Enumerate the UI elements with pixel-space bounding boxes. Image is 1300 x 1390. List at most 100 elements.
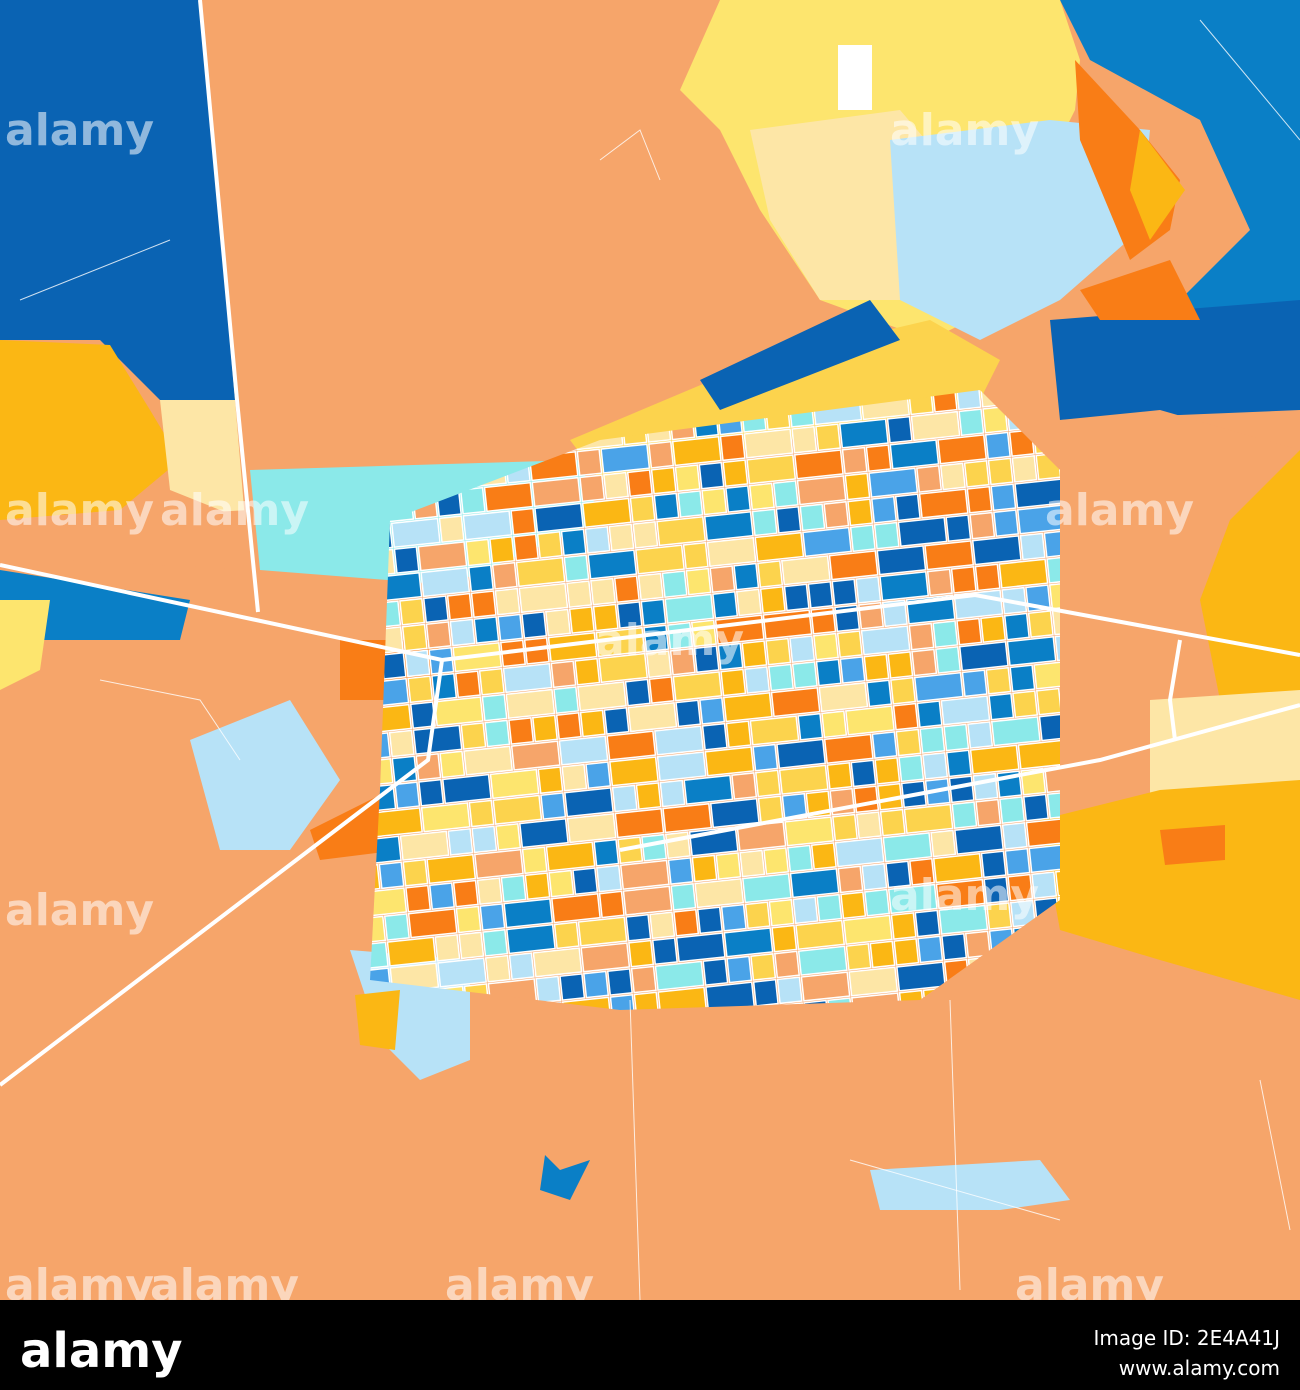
block: [566, 580, 593, 609]
block: [744, 901, 771, 930]
block: [722, 459, 749, 488]
block: [399, 830, 450, 861]
block: [910, 410, 961, 442]
block: [789, 635, 816, 664]
block: [706, 536, 757, 568]
block: [674, 464, 701, 493]
minor-road: [1199, 19, 1300, 141]
block: [585, 761, 612, 790]
minor-road: [599, 129, 661, 181]
area: [190, 700, 340, 850]
block: [401, 623, 428, 652]
watermark: alamy: [5, 1260, 154, 1300]
block: [1031, 871, 1058, 900]
block: [380, 652, 407, 680]
block: [698, 461, 725, 490]
block: [675, 699, 702, 728]
block: [664, 593, 715, 624]
block: [497, 613, 524, 642]
block: [600, 443, 651, 474]
block: [741, 872, 792, 904]
block: [696, 906, 723, 935]
block: [1033, 659, 1060, 690]
minor-road: [99, 679, 241, 761]
block: [540, 792, 567, 820]
block: [407, 675, 434, 704]
block: [939, 462, 966, 491]
block: [967, 721, 994, 749]
block: [943, 723, 970, 752]
block: [982, 405, 1009, 434]
block: [860, 625, 911, 656]
block: [831, 578, 858, 607]
block: [592, 603, 619, 632]
block: [975, 798, 1002, 827]
watermark: alamy: [890, 105, 1039, 156]
block: [627, 701, 678, 733]
block: [770, 686, 821, 718]
block: [394, 781, 421, 810]
block: [778, 764, 829, 795]
block: [405, 884, 432, 913]
block: [476, 877, 503, 906]
block: [709, 565, 736, 593]
block: [536, 531, 563, 559]
block: [468, 799, 495, 828]
block: [863, 653, 890, 682]
road: [619, 703, 1300, 852]
block: [531, 476, 582, 508]
block: [1007, 873, 1034, 902]
block: [479, 903, 506, 931]
block: [776, 976, 803, 1005]
block: [935, 878, 986, 910]
block: [963, 460, 990, 488]
block: [428, 882, 455, 911]
area: [160, 400, 245, 520]
road: [198, 0, 260, 613]
block: [911, 648, 938, 677]
block: [775, 505, 802, 534]
block: [667, 857, 694, 885]
block: [1038, 713, 1060, 742]
block: [720, 668, 747, 697]
block: [789, 867, 840, 899]
block: [483, 481, 534, 513]
block: [566, 812, 617, 844]
block: [1022, 793, 1049, 822]
block: [467, 564, 494, 593]
block: [637, 572, 664, 601]
block: [518, 817, 569, 849]
block: [797, 945, 848, 976]
watermark: alamy: [150, 1260, 299, 1300]
block: [373, 807, 423, 838]
block: [869, 940, 896, 969]
minor-road: [1259, 1079, 1291, 1231]
block: [1054, 633, 1060, 662]
block: [795, 919, 846, 950]
block: [791, 661, 818, 689]
block: [535, 975, 562, 1004]
roads: [0, 0, 1300, 1087]
area: [1150, 690, 1300, 810]
block: [890, 676, 917, 705]
block: [840, 891, 867, 920]
block: [974, 563, 1001, 592]
block: [930, 829, 957, 858]
block: [521, 846, 548, 875]
block: [677, 490, 704, 518]
block: [447, 828, 474, 856]
block: [990, 483, 1017, 512]
block: [694, 877, 745, 909]
footer: alamy Image ID: 2E4A41J www.alamy.com: [0, 1305, 1300, 1390]
block: [654, 960, 705, 991]
block: [823, 733, 874, 764]
road: [0, 659, 444, 1087]
block: [581, 497, 632, 528]
block: [449, 618, 476, 647]
block: [890, 912, 917, 940]
block: [393, 546, 420, 574]
block: [671, 435, 722, 467]
block: [853, 785, 880, 814]
block: [506, 923, 556, 955]
